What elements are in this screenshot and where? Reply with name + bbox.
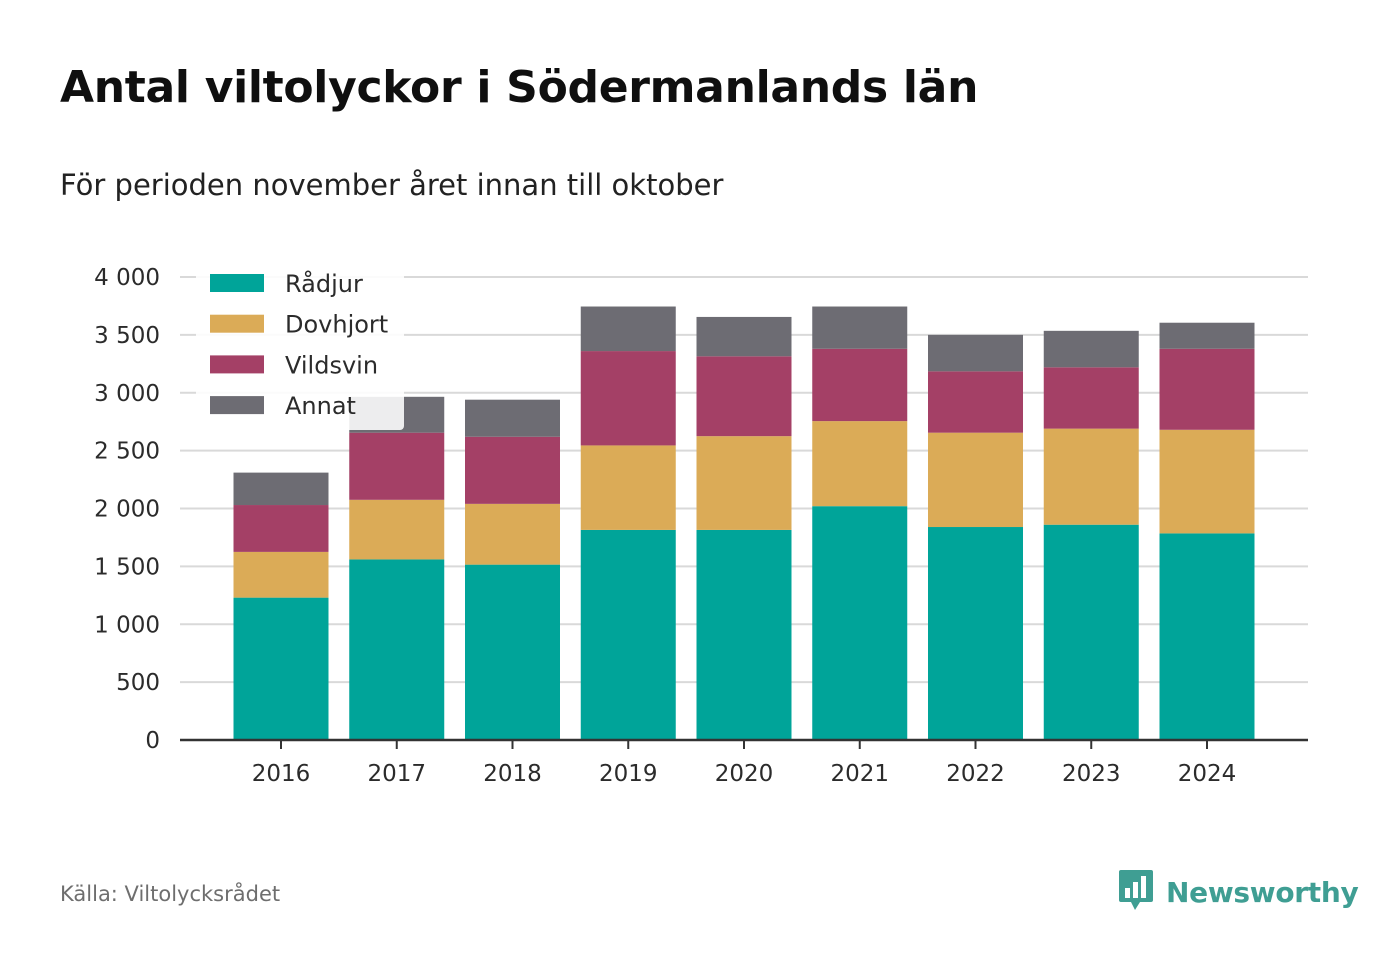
x-tick-label: 2024 [1178,761,1237,787]
bar-segment-r-djur [465,564,560,740]
x-tick-label: 2023 [1062,761,1121,787]
bar-segment-vildsvin [1043,367,1139,429]
bar-segment-vildsvin [580,351,676,446]
x-tick-label: 2022 [946,761,1005,787]
bar-segment-dovhjort [1043,428,1139,525]
legend-box [196,262,404,430]
y-tick-label: 1 000 [94,612,160,638]
legend-swatch [210,314,264,333]
bar-segment-r-djur [928,527,1023,740]
bar-segment-r-djur [696,529,792,740]
legend-label: Annat [285,392,356,420]
brand-name: Newsworthy [1166,875,1359,909]
y-tick-label: 500 [116,670,160,696]
bar-segment-vildsvin [1159,348,1255,430]
bar-segment-r-djur [349,559,445,740]
x-tick-label: 2016 [252,761,311,787]
bar-segment-annat [233,472,329,506]
bar-segment-dovhjort [349,499,445,560]
bar-segment-annat [1043,330,1139,368]
bar-segment-vildsvin [233,505,329,552]
bar-segment-annat [928,334,1023,372]
legend-label: Dovhjort [285,311,388,339]
bar-segment-dovhjort [696,436,792,530]
y-tick-label: 0 [145,728,160,754]
legend-label: Rådjur [285,269,363,298]
legend-swatch [210,355,264,374]
bar-segment-r-djur [580,529,676,740]
bar-segment-annat [812,306,908,349]
bar-segment-r-djur [812,506,908,740]
bar-segment-vildsvin [349,432,445,500]
bar-segment-annat [465,399,560,437]
bar-segment-dovhjort [1159,429,1255,534]
bar-segment-vildsvin [696,356,792,437]
x-tick-label: 2017 [367,761,426,787]
legend-label: Vildsvin [285,351,378,379]
chart-title: Antal viltolyckor i Södermanlands län [60,62,979,113]
bar-segment-dovhjort [465,503,560,565]
bar-segment-vildsvin [812,348,908,422]
bar-segment-r-djur [1043,524,1139,740]
y-tick-label: 2 000 [94,497,160,523]
y-tick-label: 4 000 [94,265,160,291]
bar-segment-dovhjort [812,421,908,507]
brand-logo[interactable]: Newsworthy [1118,868,1359,916]
bar-segment-annat [696,316,792,357]
x-tick-label: 2018 [483,761,542,787]
bar-segment-annat [580,306,676,352]
legend-swatch [210,274,264,292]
bar-segment-annat [1159,322,1255,349]
bar-segment-r-djur [233,597,329,740]
bar-segment-dovhjort [233,551,329,598]
bar-segment-vildsvin [465,436,560,504]
x-tick-label: 2020 [715,761,774,787]
chart-subtitle: För perioden november året innan till ok… [60,168,724,202]
source-note: Källa: Viltolycksrådet [60,882,281,906]
bar-segment-r-djur [1159,533,1255,740]
bar-segment-dovhjort [928,432,1023,528]
y-tick-label: 3 500 [94,323,160,349]
bar-chart-speech-bubble-icon [1118,868,1154,916]
y-tick-label: 3 000 [94,381,160,407]
x-tick-label: 2021 [830,761,889,787]
x-tick-label: 2019 [599,761,658,787]
y-tick-label: 2 500 [94,439,160,465]
bar-segment-dovhjort [580,445,676,530]
bar-segment-vildsvin [928,371,1023,433]
y-tick-label: 1 500 [94,554,160,580]
legend-swatch [210,396,264,415]
